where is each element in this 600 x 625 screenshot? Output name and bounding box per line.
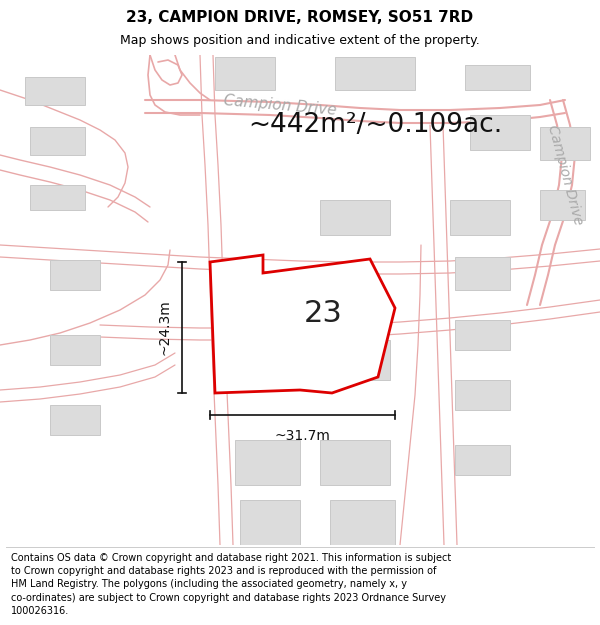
- Polygon shape: [455, 320, 510, 350]
- Text: 23: 23: [304, 299, 343, 328]
- Polygon shape: [210, 255, 395, 393]
- Polygon shape: [25, 77, 85, 105]
- Polygon shape: [455, 445, 510, 475]
- Polygon shape: [235, 330, 300, 375]
- Text: Map shows position and indicative extent of the property.: Map shows position and indicative extent…: [120, 34, 480, 47]
- Polygon shape: [235, 440, 300, 485]
- Polygon shape: [330, 500, 395, 545]
- Polygon shape: [320, 200, 390, 235]
- Polygon shape: [50, 335, 100, 365]
- Polygon shape: [240, 500, 300, 545]
- Polygon shape: [215, 57, 275, 90]
- Polygon shape: [455, 380, 510, 410]
- Text: ~24.3m: ~24.3m: [158, 299, 172, 356]
- Text: ~442m²/~0.109ac.: ~442m²/~0.109ac.: [248, 112, 502, 138]
- Polygon shape: [335, 57, 415, 90]
- Text: 23, CAMPION DRIVE, ROMSEY, SO51 7RD: 23, CAMPION DRIVE, ROMSEY, SO51 7RD: [127, 10, 473, 25]
- Text: Campion Drive: Campion Drive: [223, 92, 337, 118]
- Polygon shape: [450, 200, 510, 235]
- Polygon shape: [320, 440, 390, 485]
- Text: ~31.7m: ~31.7m: [275, 429, 331, 443]
- Polygon shape: [50, 405, 100, 435]
- Polygon shape: [465, 65, 530, 90]
- Polygon shape: [320, 340, 390, 380]
- Polygon shape: [470, 115, 530, 150]
- Text: Campion Drive: Campion Drive: [545, 124, 585, 226]
- Polygon shape: [30, 185, 85, 210]
- Polygon shape: [50, 260, 100, 290]
- Polygon shape: [540, 127, 590, 160]
- Polygon shape: [455, 257, 510, 290]
- Text: Contains OS data © Crown copyright and database right 2021. This information is : Contains OS data © Crown copyright and d…: [11, 553, 451, 616]
- Polygon shape: [540, 190, 585, 220]
- Polygon shape: [30, 127, 85, 155]
